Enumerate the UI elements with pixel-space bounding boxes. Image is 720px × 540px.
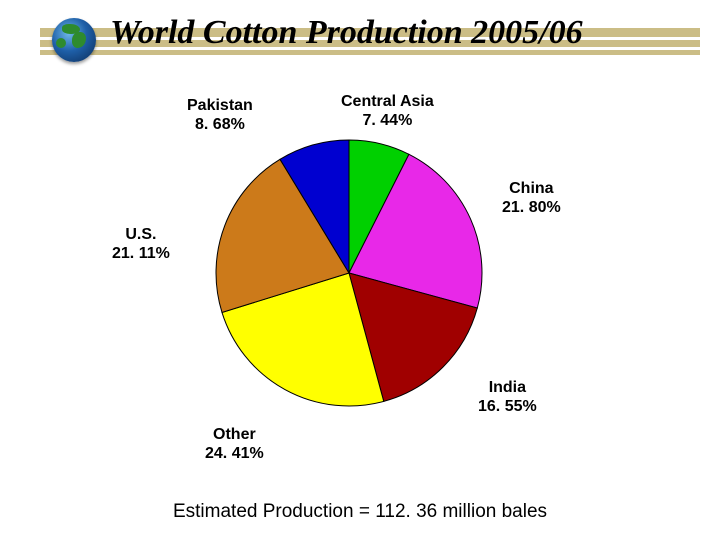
pie-slices — [216, 140, 482, 406]
label-other: Other 24. 41% — [205, 425, 264, 463]
globe-icon — [52, 18, 96, 62]
label-china: China 21. 80% — [502, 179, 561, 217]
pie-chart — [214, 138, 484, 408]
globe-land — [72, 32, 86, 48]
globe-land — [56, 38, 66, 48]
label-india: India 16. 55% — [478, 378, 537, 416]
label-us: U.S. 21. 11% — [112, 225, 170, 263]
page-title: World Cotton Production 2005/06 — [110, 14, 583, 52]
footer-text: Estimated Production = 112. 36 million b… — [0, 501, 720, 523]
label-pakistan: Pakistan 8. 68% — [187, 96, 253, 134]
title-area: World Cotton Production 2005/06 — [20, 6, 700, 70]
label-central_asia: Central Asia 7. 44% — [341, 92, 434, 130]
